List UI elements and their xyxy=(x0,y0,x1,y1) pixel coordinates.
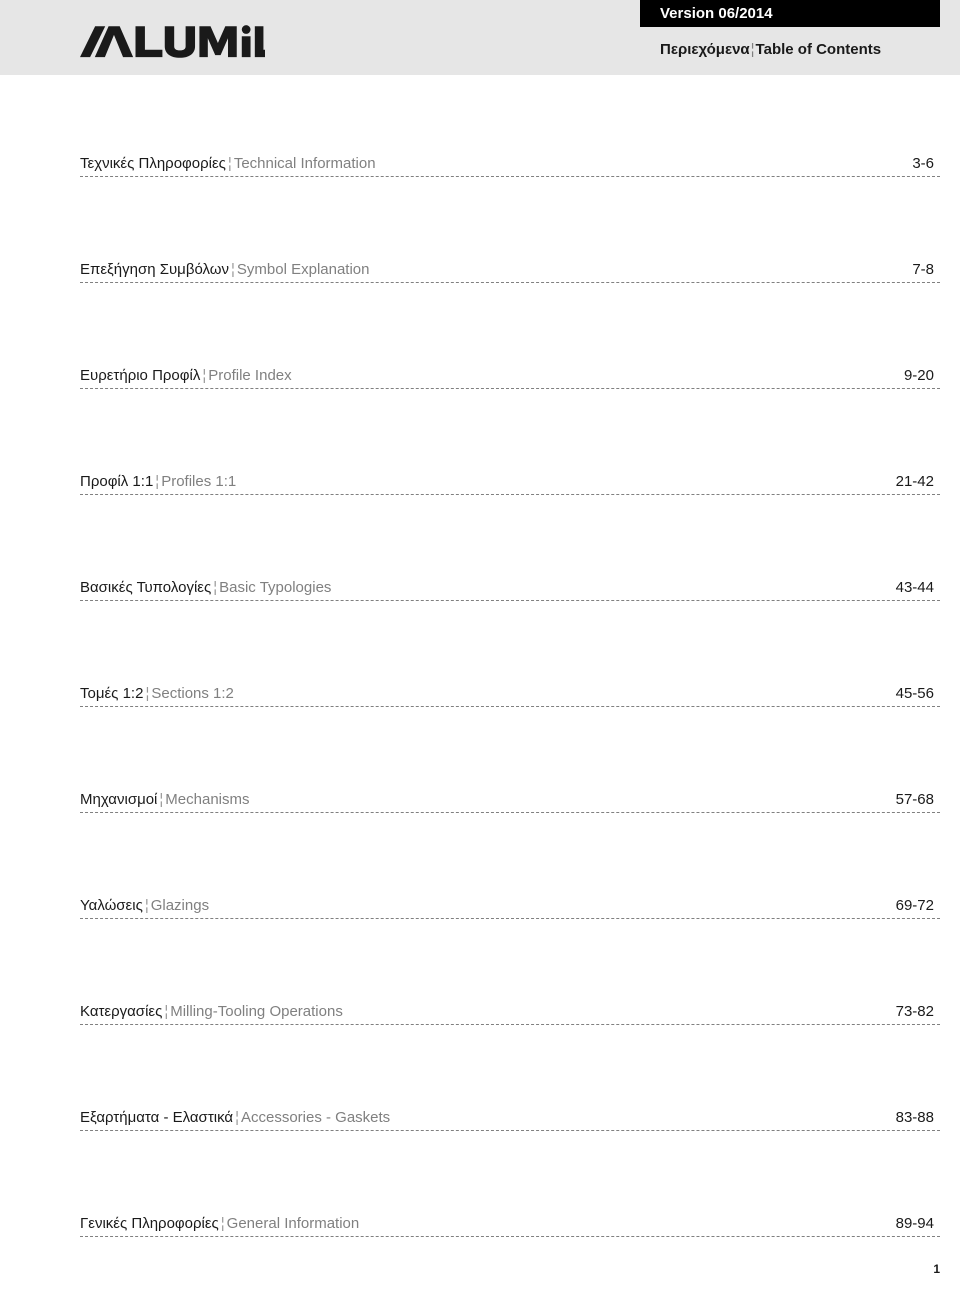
toc-label: Μηχανισμοί¦Mechanisms xyxy=(80,791,250,808)
toc-label: Εξαρτήματα - Ελαστικά¦Accessories - Gask… xyxy=(80,1109,390,1126)
toc-en: Symbol Explanation xyxy=(237,261,370,278)
toc-pages: 83-88 xyxy=(896,1109,940,1126)
toc-gr: Βασικές Τυπολογίες xyxy=(80,579,211,596)
toc-row: Ευρετήριο Προφίλ¦Profile Index 9-20 xyxy=(80,367,940,389)
toc-sep: ¦ xyxy=(164,1003,168,1020)
toc-en: Profiles 1:1 xyxy=(161,473,236,490)
toc-en: Technical Information xyxy=(234,155,376,172)
toc-label: Γενικές Πληροφορίες¦General Information xyxy=(80,1215,359,1232)
toc-en: Profile Index xyxy=(208,367,291,384)
page-number: 1 xyxy=(933,1262,940,1276)
toc-sep: ¦ xyxy=(145,897,149,914)
toc-row: Βασικές Τυπολογίες¦Basic Typologies 43-4… xyxy=(80,579,940,601)
toc-pages: 3-6 xyxy=(912,155,940,172)
toc-sep: ¦ xyxy=(155,473,159,490)
toc-row: Τεχνικές Πληροφορίες¦Technical Informati… xyxy=(80,155,940,177)
toc-title-sep: ¦ xyxy=(751,41,755,58)
toc-sep: ¦ xyxy=(213,579,217,596)
version-bar: Version 06/2014 xyxy=(640,0,940,27)
toc-sep: ¦ xyxy=(221,1215,225,1232)
toc-en: Accessories - Gaskets xyxy=(241,1109,390,1126)
toc-pages: 89-94 xyxy=(896,1215,940,1232)
toc-pages: 9-20 xyxy=(904,367,940,384)
toc-label: Τομές 1:2¦Sections 1:2 xyxy=(80,685,234,702)
toc-row: Τομές 1:2¦Sections 1:2 45-56 xyxy=(80,685,940,707)
brand-logo xyxy=(80,22,265,67)
toc-gr: Τομές 1:2 xyxy=(80,685,143,702)
toc-gr: Ευρετήριο Προφίλ xyxy=(80,367,200,384)
toc-row: Εξαρτήματα - Ελαστικά¦Accessories - Gask… xyxy=(80,1109,940,1131)
toc-row: Κατεργασίες¦Milling-Tooling Operations 7… xyxy=(80,1003,940,1025)
toc-title-en: Table of Contents xyxy=(756,41,882,58)
toc-gr: Υαλώσεις xyxy=(80,897,143,914)
toc-sep: ¦ xyxy=(202,367,206,384)
toc-label: Τεχνικές Πληροφορίες¦Technical Informati… xyxy=(80,155,376,172)
toc-row: Επεξήγηση Συμβόλων¦Symbol Explanation 7-… xyxy=(80,261,940,283)
toc-pages: 21-42 xyxy=(896,473,940,490)
toc-gr: Επεξήγηση Συμβόλων xyxy=(80,261,229,278)
toc-sep: ¦ xyxy=(159,791,163,808)
toc-en: Milling-Tooling Operations xyxy=(170,1003,343,1020)
toc-en: General Information xyxy=(227,1215,360,1232)
toc-row: Υαλώσεις¦Glazings 69-72 xyxy=(80,897,940,919)
toc-gr: Μηχανισμοί xyxy=(80,791,157,808)
toc-en: Mechanisms xyxy=(165,791,249,808)
toc-pages: 57-68 xyxy=(896,791,940,808)
toc-label: Προφίλ 1:1¦Profiles 1:1 xyxy=(80,473,236,490)
toc-sep: ¦ xyxy=(235,1109,239,1126)
toc-pages: 43-44 xyxy=(896,579,940,596)
header-band: Version 06/2014 Περιεχόμενα¦Table of Con… xyxy=(0,0,960,75)
toc-title: Περιεχόμενα¦Table of Contents xyxy=(640,27,940,58)
toc-label: Υαλώσεις¦Glazings xyxy=(80,897,209,914)
toc-title-gr: Περιεχόμενα xyxy=(660,41,750,58)
toc-gr: Προφίλ 1:1 xyxy=(80,473,153,490)
toc-pages: 7-8 xyxy=(912,261,940,278)
toc-gr: Εξαρτήματα - Ελαστικά xyxy=(80,1109,233,1126)
toc-row: Προφίλ 1:1¦Profiles 1:1 21-42 xyxy=(80,473,940,495)
toc-en: Glazings xyxy=(151,897,209,914)
toc-sep: ¦ xyxy=(231,261,235,278)
toc-en: Basic Typologies xyxy=(219,579,331,596)
toc-en: Sections 1:2 xyxy=(151,685,234,702)
toc-sep: ¦ xyxy=(228,155,232,172)
toc-gr: Γενικές Πληροφορίες xyxy=(80,1215,219,1232)
toc-pages: 73-82 xyxy=(896,1003,940,1020)
version-text: Version 06/2014 xyxy=(660,5,773,22)
toc-label: Επεξήγηση Συμβόλων¦Symbol Explanation xyxy=(80,261,369,278)
toc-gr: Κατεργασίες xyxy=(80,1003,162,1020)
toc-pages: 45-56 xyxy=(896,685,940,702)
toc-gr: Τεχνικές Πληροφορίες xyxy=(80,155,226,172)
header-right: Version 06/2014 Περιεχόμενα¦Table of Con… xyxy=(640,0,940,58)
toc-row: Γενικές Πληροφορίες¦General Information … xyxy=(80,1215,940,1237)
toc-content: Τεχνικές Πληροφορίες¦Technical Informati… xyxy=(0,75,960,1237)
toc-pages: 69-72 xyxy=(896,897,940,914)
toc-sep: ¦ xyxy=(145,685,149,702)
toc-row: Μηχανισμοί¦Mechanisms 57-68 xyxy=(80,791,940,813)
toc-label: Ευρετήριο Προφίλ¦Profile Index xyxy=(80,367,292,384)
toc-label: Κατεργασίες¦Milling-Tooling Operations xyxy=(80,1003,343,1020)
toc-label: Βασικές Τυπολογίες¦Basic Typologies xyxy=(80,579,331,596)
